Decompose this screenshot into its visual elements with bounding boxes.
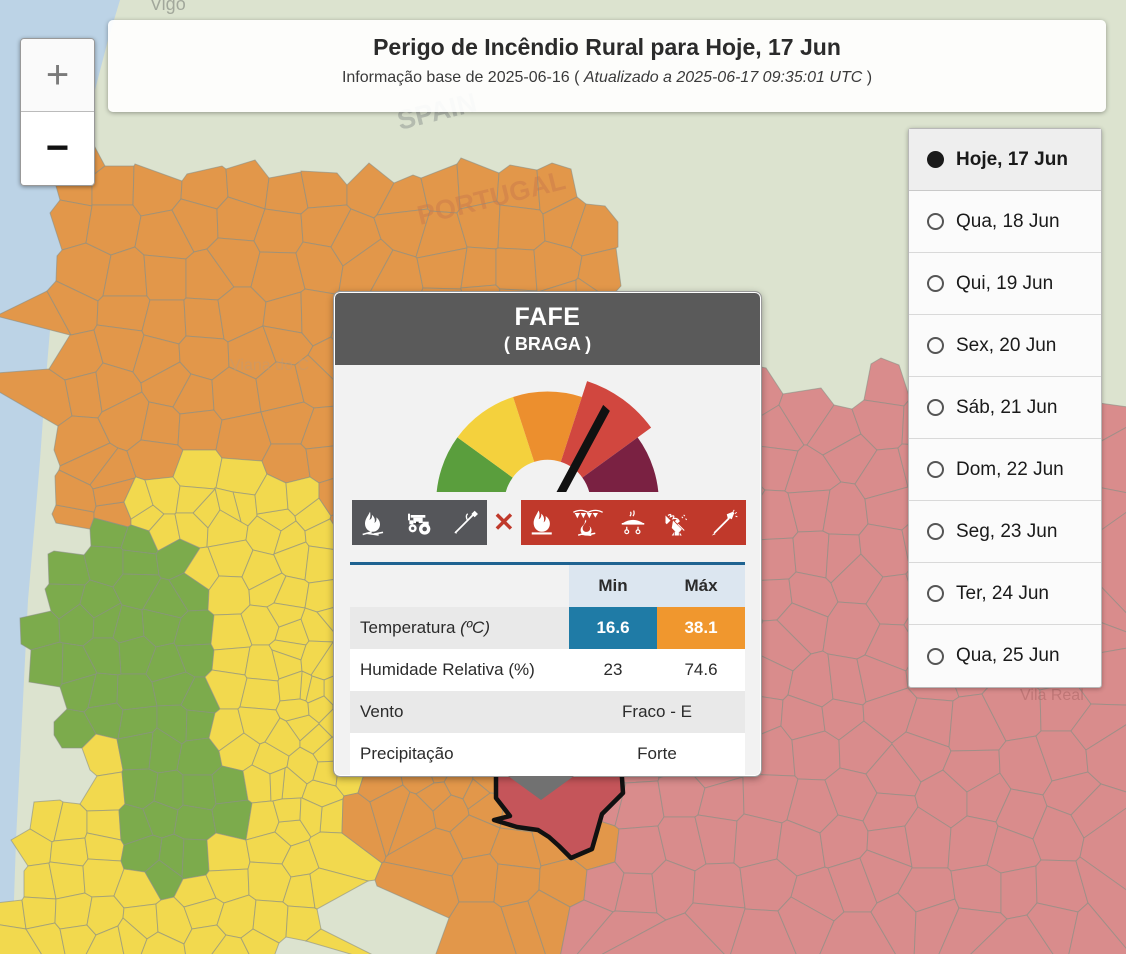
- svg-text:Vigo: Vigo: [150, 0, 186, 14]
- svg-text:Viana do C: Viana do C: [230, 357, 309, 374]
- svg-text:Vila Real: Vila Real: [1020, 687, 1084, 704]
